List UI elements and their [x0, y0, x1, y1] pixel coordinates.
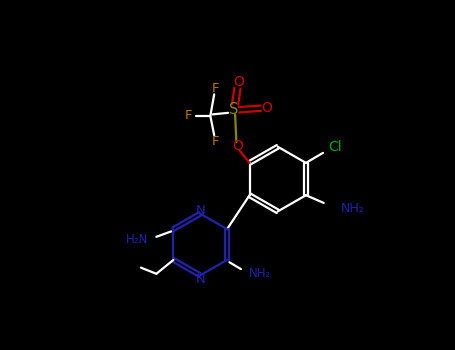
Text: F: F — [185, 110, 192, 122]
Text: S: S — [229, 102, 238, 117]
Text: F: F — [212, 135, 219, 148]
Text: NH₂: NH₂ — [341, 202, 364, 215]
Text: N: N — [195, 273, 205, 286]
Text: O: O — [262, 101, 273, 115]
Text: O: O — [233, 139, 243, 153]
Text: F: F — [212, 82, 219, 95]
Text: H₂N: H₂N — [126, 233, 149, 246]
Text: N: N — [195, 204, 205, 217]
Text: NH₂: NH₂ — [249, 267, 271, 280]
Text: O: O — [233, 75, 244, 89]
Text: Cl: Cl — [329, 140, 342, 154]
